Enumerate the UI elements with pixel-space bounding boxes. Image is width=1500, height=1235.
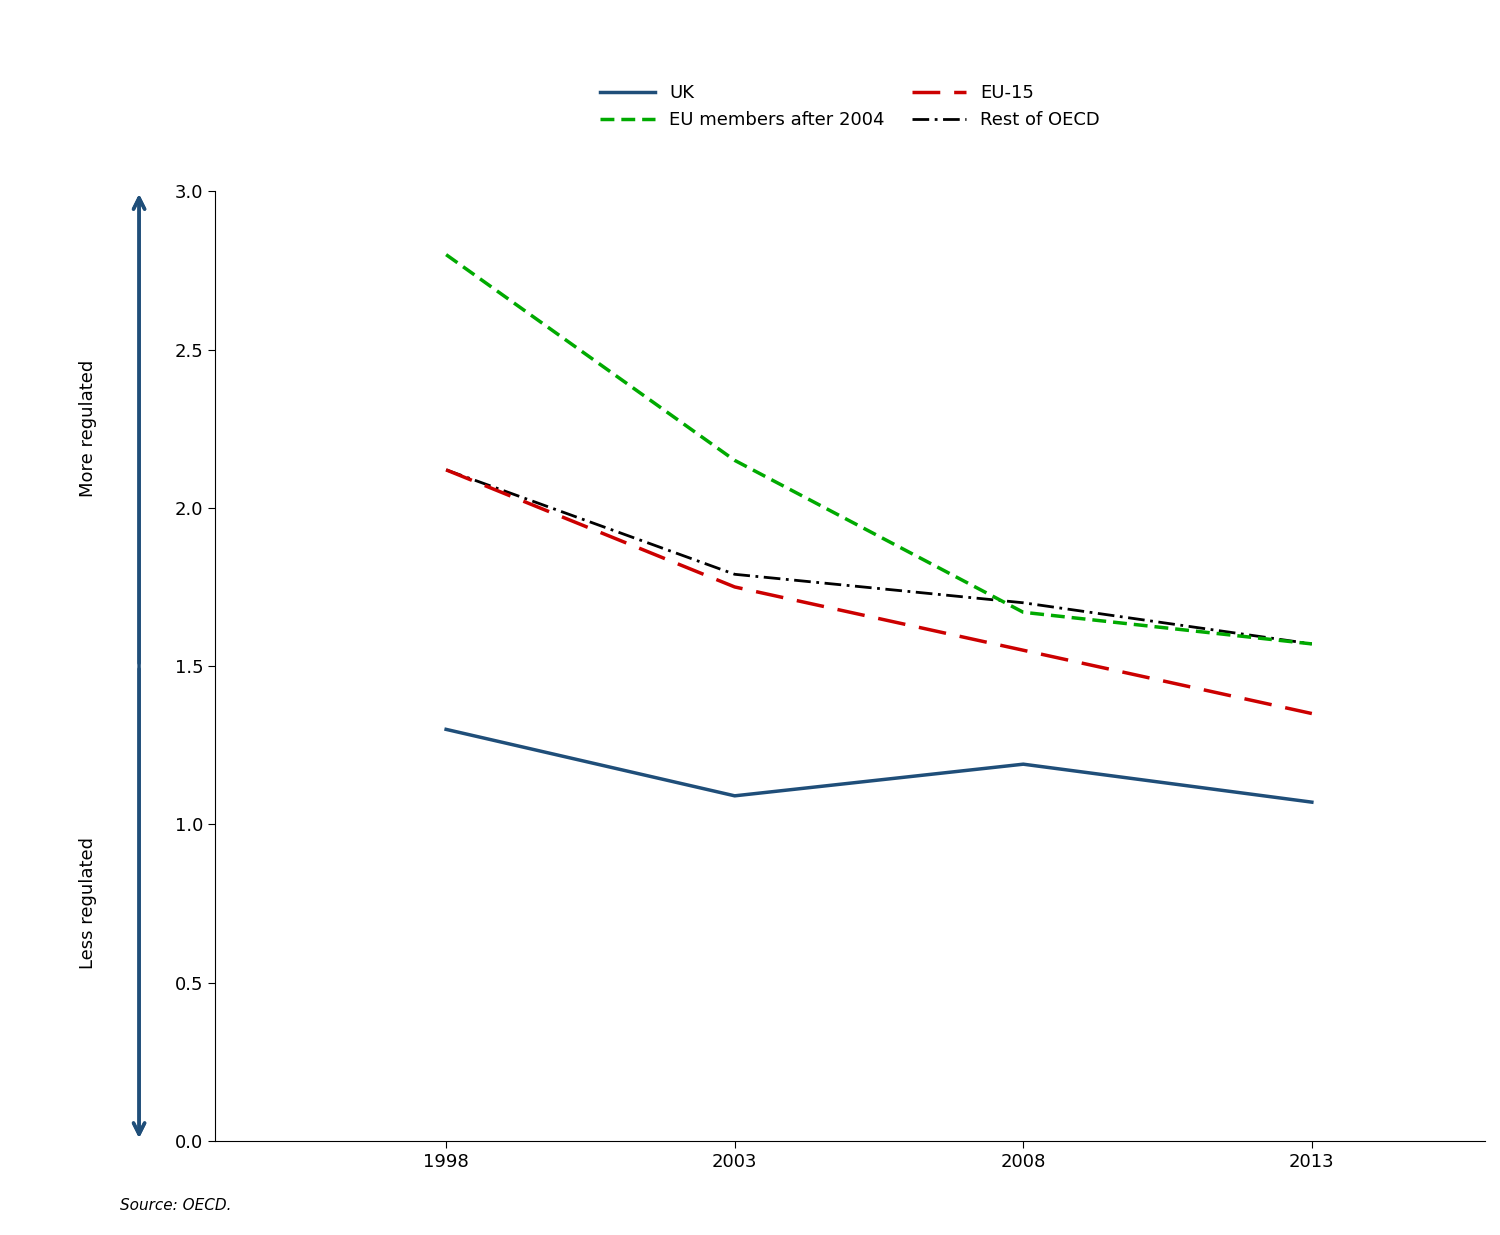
Text: Source: OECD.: Source: OECD. xyxy=(120,1198,231,1213)
Text: Less regulated: Less regulated xyxy=(80,837,98,969)
Text: More regulated: More regulated xyxy=(80,361,98,498)
Legend: UK, EU members after 2004, EU-15, Rest of OECD: UK, EU members after 2004, EU-15, Rest o… xyxy=(592,77,1107,136)
